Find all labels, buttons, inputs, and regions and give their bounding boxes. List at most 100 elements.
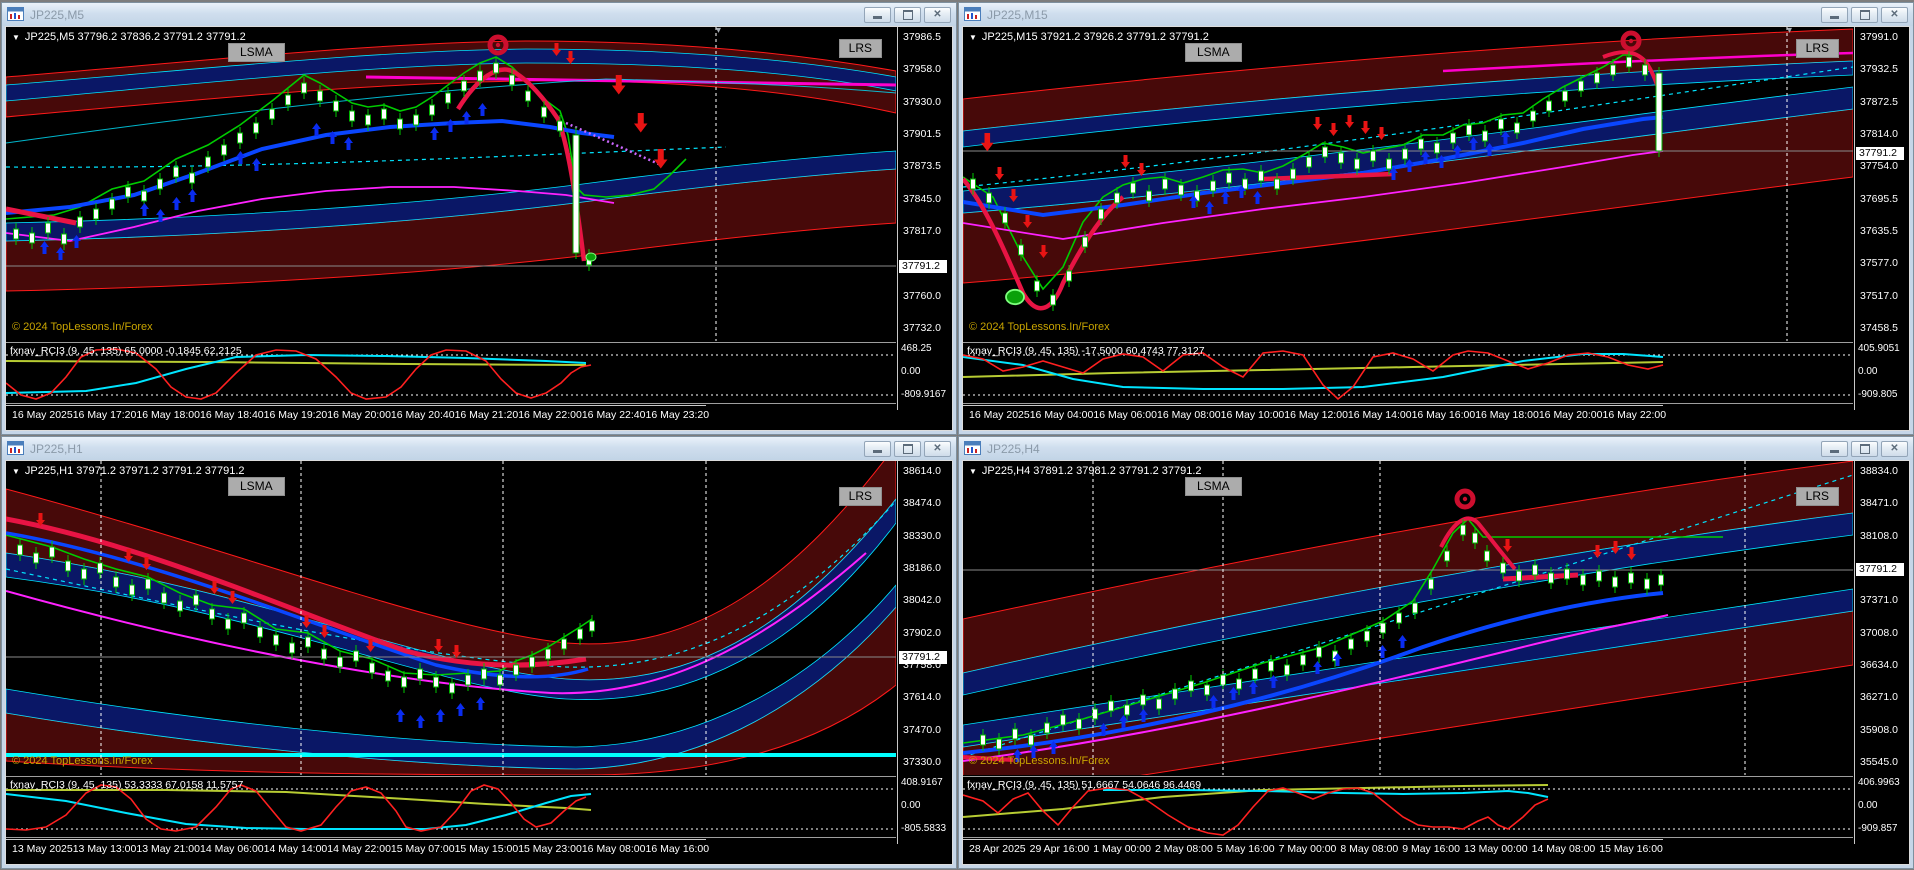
- price-tick-label: 37930.0: [903, 95, 941, 108]
- price-axis[interactable]: 38614.0 38474.0 38330.0 38186.0 38042.0 37902…: [897, 461, 952, 844]
- price-axis[interactable]: 38834.038471.038108.037745.037371.037008…: [1854, 461, 1909, 844]
- close-button[interactable]: ✕: [924, 440, 951, 457]
- price-chart-canvas[interactable]: ▼ JP225,H4 37891.2 37981.2 37791.2 37791.…: [963, 461, 1853, 775]
- period-separators: [1092, 461, 1746, 775]
- indicator-canvas[interactable]: fxnav_RCI3 (9, 45, 135) 53.3333 67.0158 …: [5, 776, 896, 838]
- chart-window-h1: JP225,H1 ✕ ▼ JP225,H1 37971.2 37971.2 377…: [1, 436, 957, 869]
- current-price-badge: 37791.2: [1856, 563, 1904, 576]
- price-axis[interactable]: 37986.5 37958.0 37930.0 37901.5 37873.5 37845…: [897, 27, 952, 410]
- minimize-button[interactable]: [864, 440, 891, 457]
- price-tick-label: 37845.0: [903, 192, 941, 205]
- chart-header[interactable]: ▼ JP225,H4 37891.2 37981.2 37791.2 37791.…: [969, 465, 1202, 477]
- indicator-canvas[interactable]: fxnav_RCI3 (9, 45, 135) -17.5000 60.4743…: [962, 342, 1853, 404]
- symbol-dropdown-caret[interactable]: ▼: [969, 467, 977, 476]
- price-chart-canvas[interactable]: ▼ JP225,M5 37796.2 37836.2 37791.2 37791.…: [6, 27, 896, 341]
- price-tick-label: 38471.0: [1860, 497, 1898, 510]
- time-tick-label: 16 May 14:00: [1347, 409, 1412, 421]
- time-tick-label: 2 May 08:00: [1155, 843, 1213, 855]
- chart-header[interactable]: ▼ JP225,M5 37796.2 37836.2 37791.2 37791.…: [12, 31, 246, 43]
- time-tick-label: 29 Apr 16:00: [1029, 843, 1090, 855]
- minimize-button[interactable]: [864, 6, 891, 23]
- price-axis[interactable]: 37991.0 37932.5 37872.5 37814.0 37754.0 37695…: [1854, 27, 1909, 410]
- time-tick-label: 16 May 18:40: [200, 409, 264, 421]
- channel-bands: [6, 461, 896, 775]
- time-tick-label: 15 May 16:00: [1599, 843, 1663, 855]
- chart-ohlc-text: JP225,M5 37796.2 37836.2 37791.2 37791.2: [24, 31, 246, 43]
- copyright-watermark: © 2024 TopLessons.In/Forex: [12, 755, 153, 767]
- indicator-scale-label: 405.9051: [1858, 343, 1900, 354]
- indicator-canvas[interactable]: fxnav_RCI3 (9, 45, 135) 51.6667 54.0646 …: [962, 776, 1853, 838]
- close-button[interactable]: ✕: [1881, 440, 1908, 457]
- indicator-canvas[interactable]: fxnav_RCI3 (9, 45, 135) 65.0000 -0.1845 …: [5, 342, 896, 404]
- channel-bands: [963, 461, 1853, 775]
- time-tick-label: 16 May 18:00: [136, 409, 200, 421]
- maximize-icon: [902, 9, 913, 20]
- lrs-label[interactable]: LRS: [838, 39, 882, 58]
- top-circle-marker: [490, 37, 506, 53]
- time-tick-label: 16 May 16:00: [1411, 409, 1476, 421]
- window-titlebar[interactable]: JP225,M5 ✕: [2, 3, 956, 26]
- price-chart-canvas[interactable]: ▼ JP225,M15 37921.2 37926.2 37791.2 37791…: [963, 27, 1853, 341]
- price-tick-label: 37760.0: [903, 289, 941, 302]
- time-axis[interactable]: 13 May 2025 13 May 13:00 13 May 21:00 14 Ma…: [6, 839, 709, 864]
- minimize-button[interactable]: [1821, 6, 1848, 23]
- symbol-dropdown-caret[interactable]: ▼: [12, 33, 20, 42]
- lsma-label[interactable]: LSMA: [228, 477, 285, 496]
- time-tick-label: 16 May 18:00: [1475, 409, 1539, 421]
- price-tick-label: 37458.5: [1860, 321, 1898, 334]
- time-tick-label: 16 May 04:00: [1029, 409, 1094, 421]
- price-tick-label: 37635.5: [1860, 224, 1898, 237]
- price-tick-label: 37932.5: [1860, 63, 1898, 76]
- time-axis[interactable]: 16 May 2025 16 May 04:00 16 May 06:00 16 Ma…: [963, 405, 1666, 430]
- indicator-scale-label: -809.9167: [901, 389, 947, 400]
- price-tick-label: 38042.0: [903, 594, 941, 607]
- time-tick-label: 14 May 08:00: [1531, 843, 1596, 855]
- period-separators: [100, 461, 707, 775]
- time-tick-label: 13 May 00:00: [1463, 843, 1528, 855]
- price-tick-label: 38614.0: [903, 465, 941, 477]
- minimize-icon: [873, 450, 882, 453]
- lsma-label[interactable]: LSMA: [1185, 43, 1242, 62]
- time-tick-label: 16 May 22:40: [581, 409, 646, 421]
- chart-header[interactable]: ▼ JP225,M15 37921.2 37926.2 37791.2 37791…: [969, 31, 1209, 43]
- lrs-label[interactable]: LRS: [838, 487, 882, 506]
- price-tick-label: 37517.0: [1860, 289, 1898, 302]
- maximize-button[interactable]: [894, 440, 921, 457]
- minimize-button[interactable]: [1821, 440, 1848, 457]
- moving-averages: [963, 50, 1664, 311]
- chart-area: ▼ JP225,H1 37971.2 37971.2 37791.2 37791.…: [5, 460, 953, 865]
- regression-lines: [6, 75, 896, 168]
- indicator-scale-label: 406.9963: [1858, 777, 1900, 788]
- maximize-button[interactable]: [1851, 440, 1878, 457]
- window-title: JP225,H1: [30, 441, 83, 456]
- price-chart-canvas[interactable]: ▼ JP225,H1 37971.2 37971.2 37791.2 37791.…: [6, 461, 896, 775]
- window-titlebar[interactable]: JP225,H1 ✕: [2, 437, 956, 460]
- lsma-label[interactable]: LSMA: [1185, 477, 1242, 496]
- maximize-icon: [902, 443, 913, 454]
- symbol-dropdown-caret[interactable]: ▼: [12, 467, 20, 476]
- indicator-scale-label: 0.00: [1858, 800, 1878, 811]
- chart-header[interactable]: ▼ JP225,H1 37971.2 37971.2 37791.2 37791.…: [12, 465, 245, 477]
- close-button[interactable]: ✕: [924, 6, 951, 23]
- maximize-button[interactable]: [1851, 6, 1878, 23]
- time-tick-label: 9 May 16:00: [1402, 843, 1460, 855]
- time-tick-label: 13 May 2025: [12, 843, 73, 855]
- lrs-label[interactable]: LRS: [1795, 487, 1839, 506]
- lrs-label[interactable]: LRS: [1795, 39, 1839, 58]
- price-tick-label: 37577.0: [1860, 257, 1898, 270]
- candlesticks: [13, 56, 592, 272]
- symbol-dropdown-caret[interactable]: ▼: [969, 33, 977, 42]
- indicator-scale-label: -909.805: [1858, 389, 1898, 400]
- time-axis[interactable]: 16 May 2025 16 May 17:20 16 May 18:00 16 Ma…: [6, 405, 709, 430]
- price-tick-label: 37758.0: [903, 658, 941, 671]
- window-titlebar[interactable]: JP225,H4 ✕: [959, 437, 1913, 460]
- close-button[interactable]: ✕: [1881, 6, 1908, 23]
- time-tick-label: 16 May 2025: [969, 409, 1030, 421]
- current-price-badge: 37791.2: [1856, 147, 1904, 160]
- window-titlebar[interactable]: JP225,M15 ✕: [959, 3, 1913, 26]
- time-axis[interactable]: 28 Apr 2025 29 Apr 16:00 1 May 00:00 2 May …: [963, 839, 1664, 864]
- maximize-button[interactable]: [894, 6, 921, 23]
- price-tick-label: 37991.0: [1860, 31, 1898, 43]
- lsma-label[interactable]: LSMA: [228, 43, 285, 62]
- time-tick-label: 8 May 08:00: [1340, 843, 1399, 855]
